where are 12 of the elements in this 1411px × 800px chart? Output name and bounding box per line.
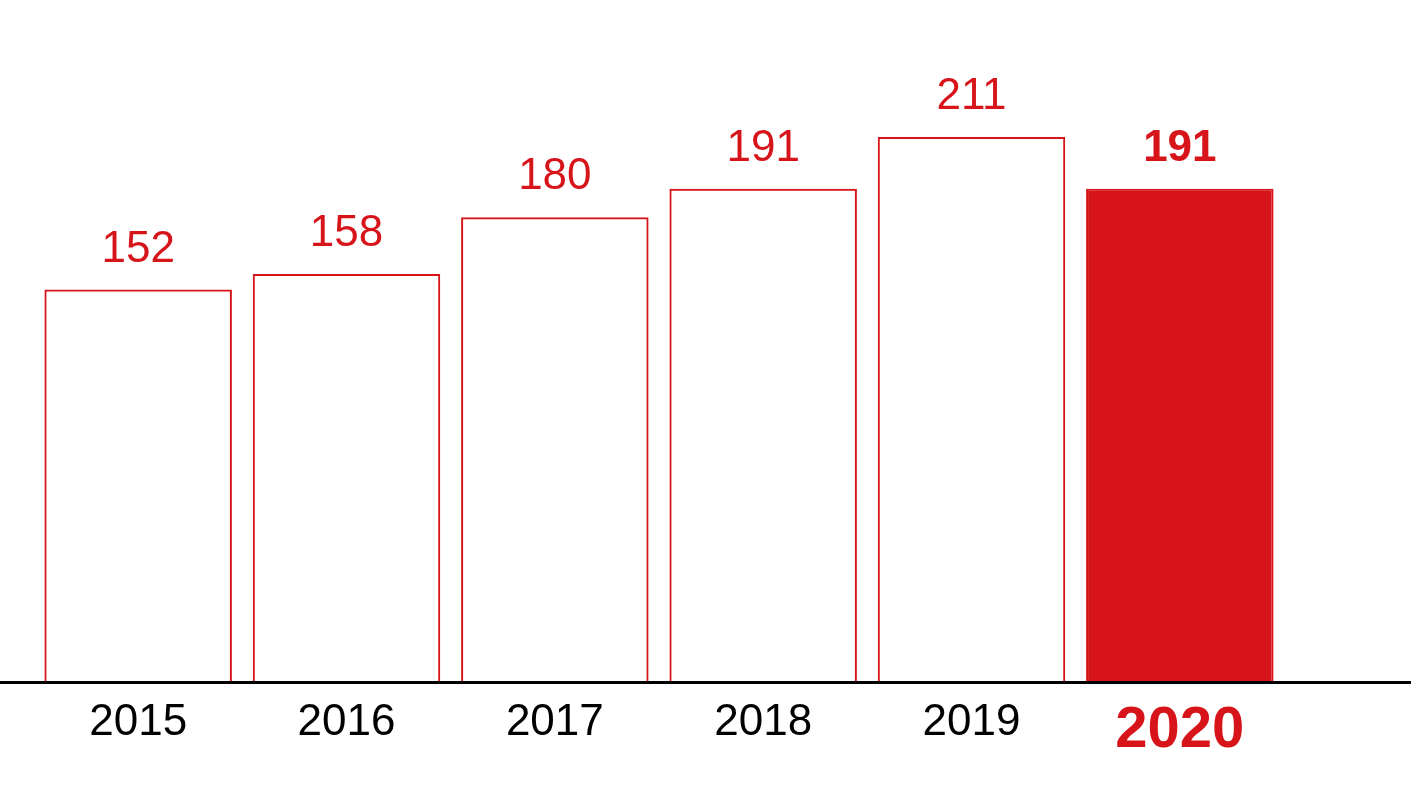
x-tick-label: 2018	[714, 694, 813, 744]
data-label: 211	[936, 69, 1007, 119]
data-label: 191	[1143, 120, 1217, 170]
x-tick-label: 2019	[922, 694, 1021, 744]
data-label: 191	[726, 120, 800, 170]
x-tick-label: 2020	[1115, 694, 1245, 760]
data-label: 158	[309, 206, 384, 256]
data-label: 180	[518, 149, 592, 199]
x-tick-label: 2017	[505, 694, 604, 744]
x-tick-label: 2015	[89, 694, 188, 744]
data-label: 152	[101, 221, 175, 271]
x-tick-label: 2016	[297, 694, 396, 744]
